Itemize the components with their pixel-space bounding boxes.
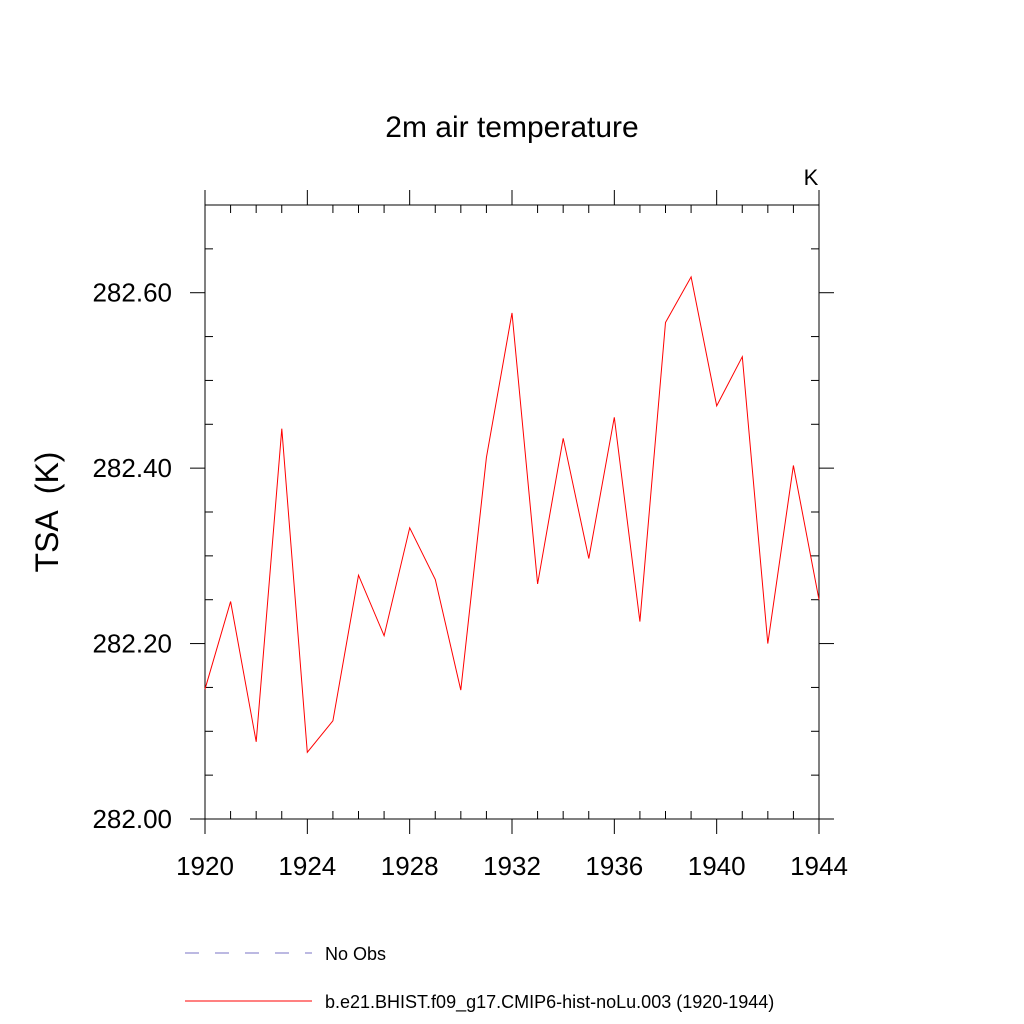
- x-tick-label: 1928: [381, 851, 439, 881]
- legend: No Obs b.e21.BHIST.f09_g17.CMIP6-hist-no…: [185, 944, 774, 1013]
- y-axis-ticks: 282.00 282.20 282.40 282.60: [92, 204, 834, 834]
- chart-title: 2m air temperature: [385, 111, 638, 144]
- legend-label-no-obs: No Obs: [325, 944, 386, 964]
- plot-frame: [204, 204, 820, 820]
- x-tick-label: 1924: [278, 851, 336, 881]
- x-tick-label: 1936: [585, 851, 643, 881]
- x-tick-label: 1932: [483, 851, 541, 881]
- y-axis-label: TSA (K): [29, 452, 65, 573]
- x-tick-label: 1920: [176, 851, 234, 881]
- y-tick-label: 282.20: [92, 629, 172, 659]
- y-tick-label: 282.00: [92, 804, 172, 834]
- x-tick-label: 1944: [790, 851, 848, 881]
- y-tick-label: 282.40: [92, 453, 172, 483]
- units-label: K: [804, 165, 819, 190]
- x-axis-ticks: 1920 1924 1928 1932 1936 1940 1944: [176, 190, 848, 881]
- legend-label-model: b.e21.BHIST.f09_g17.CMIP6-hist-noLu.003 …: [325, 992, 774, 1013]
- series-line-tsa: [204, 275, 820, 754]
- x-tick-label: 1940: [688, 851, 746, 881]
- series-layer: [204, 275, 820, 754]
- y-tick-label: 282.60: [92, 278, 172, 308]
